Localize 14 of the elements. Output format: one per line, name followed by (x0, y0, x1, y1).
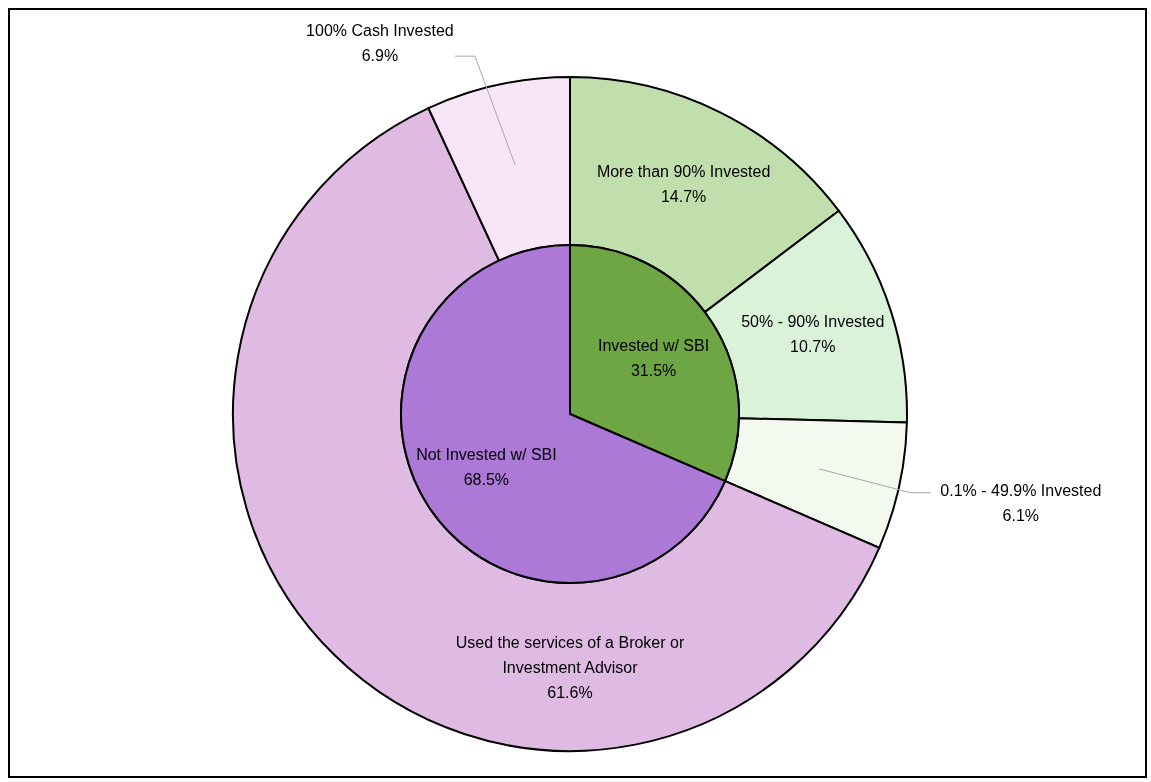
slice-label: 50% - 90% Invested (741, 313, 885, 331)
data-label: 10.7% (790, 338, 836, 356)
slice-label: Used the services of a Broker or Investment Advisor (455, 634, 685, 677)
data-label: 14.7% (660, 188, 707, 206)
slice-label: 100% Cash Invested (306, 21, 454, 39)
data-label: 31.5% (630, 361, 677, 379)
slice-label: Invested w/ SBI (597, 336, 710, 354)
data-label: 6.1% (1002, 507, 1040, 525)
data-label: 61.6% (547, 684, 593, 702)
slice-label: More than 90% Invested (596, 163, 771, 181)
slice-label: 0.1% - 49.9% Invested (940, 482, 1102, 500)
slice-label: Not Invested w/ SBI (416, 446, 557, 464)
data-label: 68.5% (463, 471, 510, 489)
data-label: 6.9% (361, 46, 399, 64)
